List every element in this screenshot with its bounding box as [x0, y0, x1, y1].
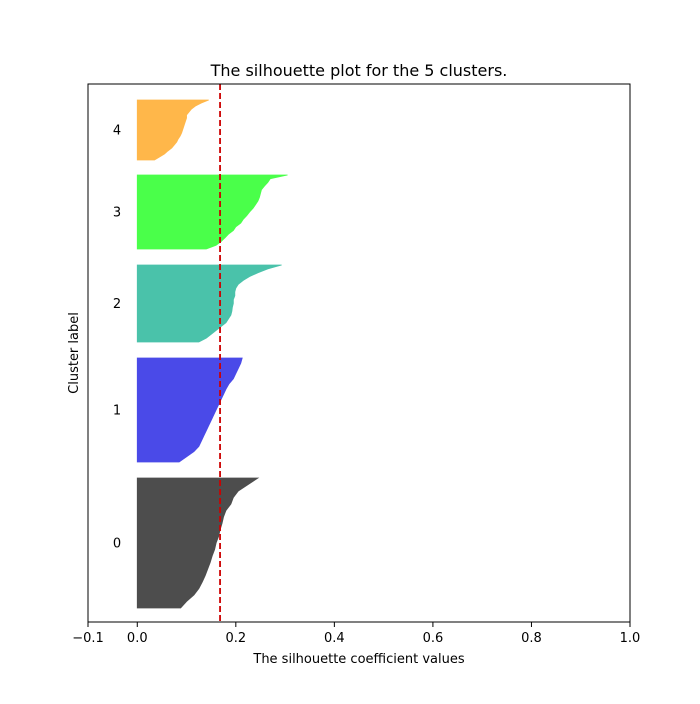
chart-title: The silhouette plot for the 5 clusters.: [210, 61, 508, 80]
x-tick-label: 0.6: [423, 631, 444, 646]
cluster-label-0: 0: [113, 537, 121, 552]
x-tick-label: 0.0: [127, 631, 148, 646]
cluster-label-1: 1: [113, 404, 121, 419]
silhouette-cluster-0: [136, 477, 260, 609]
x-tick-label: 0.8: [521, 631, 542, 646]
silhouette-cluster-2: [136, 264, 282, 343]
x-axis: −0.1 0.0 0.2 0.4 0.6 0.8 1.0: [72, 622, 640, 646]
cluster-label-3: 3: [113, 206, 121, 221]
x-tick-label: 1.0: [620, 631, 641, 646]
cluster-label-4: 4: [113, 124, 121, 139]
x-tick-label: −0.1: [72, 631, 104, 646]
y-axis-label: Cluster label: [67, 312, 82, 394]
silhouette-cluster-4: [136, 99, 209, 161]
x-tick-label: 0.4: [324, 631, 345, 646]
plot-frame: [87, 83, 631, 623]
x-axis-label: The silhouette coefficient values: [252, 652, 464, 667]
cluster-label-2: 2: [113, 297, 121, 312]
clusters-layer: [136, 99, 288, 609]
x-tick-label: 0.2: [225, 631, 246, 646]
cluster-labels: 0 1 2 3 4: [113, 124, 121, 552]
silhouette-cluster-1: [136, 357, 243, 463]
